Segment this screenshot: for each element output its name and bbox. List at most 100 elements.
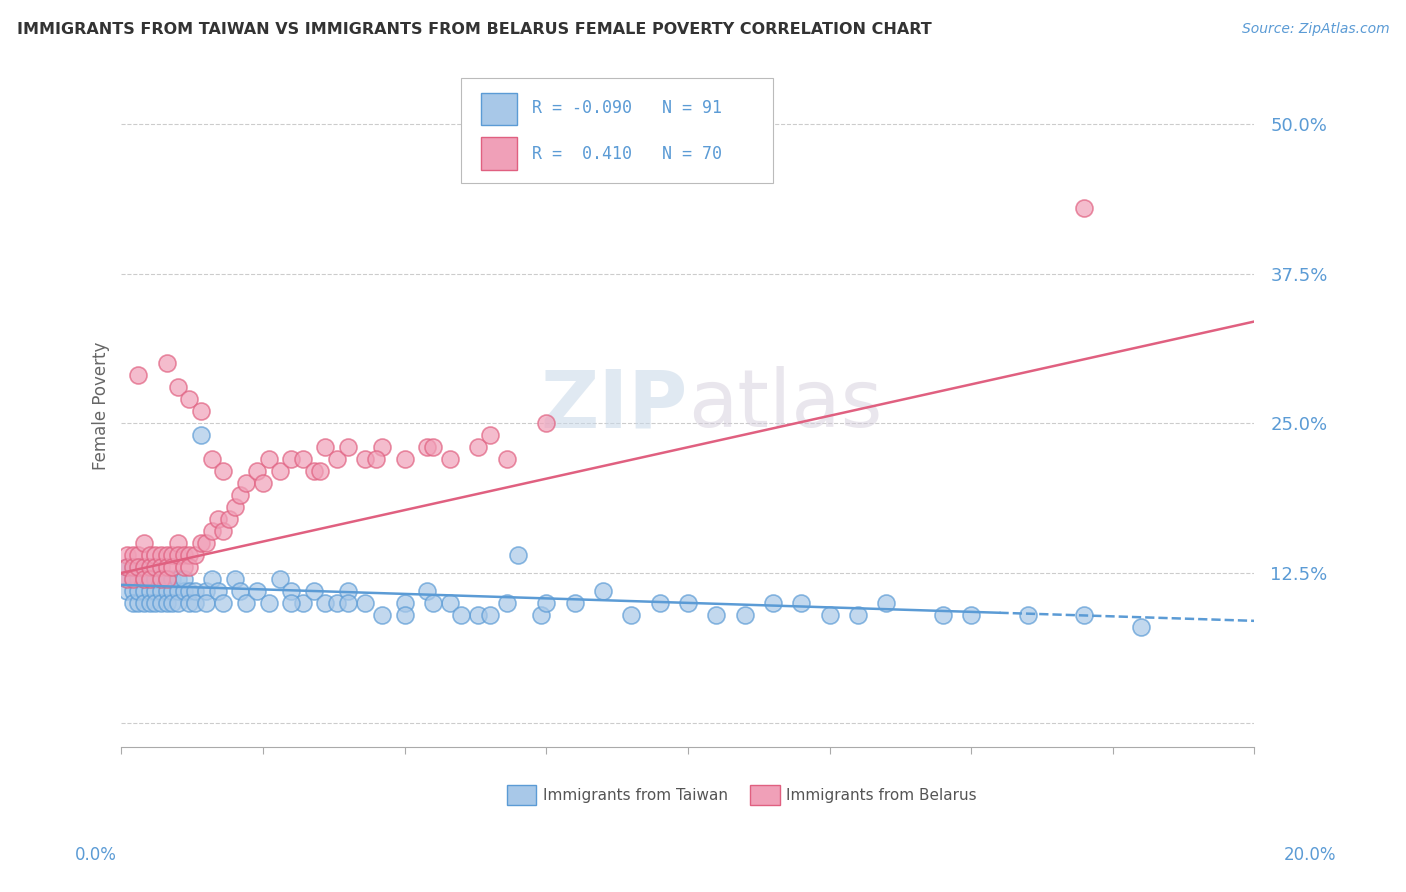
Point <box>132 572 155 586</box>
Point <box>1017 607 1039 622</box>
Point <box>467 607 489 622</box>
Point <box>564 596 586 610</box>
Point <box>156 572 179 586</box>
Point <box>179 583 201 598</box>
Point <box>394 596 416 610</box>
Point <box>302 464 325 478</box>
FancyBboxPatch shape <box>461 78 773 184</box>
Point <box>167 380 190 394</box>
Text: atlas: atlas <box>688 367 883 444</box>
Point <box>173 583 195 598</box>
Point <box>422 596 444 610</box>
Point <box>495 452 517 467</box>
Point <box>246 464 269 478</box>
Point <box>195 536 218 550</box>
Point <box>195 596 218 610</box>
Point <box>592 583 614 598</box>
Point <box>291 596 314 610</box>
Text: R = -0.090   N = 91: R = -0.090 N = 91 <box>531 99 721 118</box>
Point <box>150 583 173 598</box>
Point <box>167 536 190 550</box>
Point <box>762 596 785 610</box>
Point <box>1073 607 1095 622</box>
Point <box>132 596 155 610</box>
Point <box>422 440 444 454</box>
Point <box>167 596 190 610</box>
Point <box>167 583 190 598</box>
Point <box>450 607 472 622</box>
Point <box>201 452 224 467</box>
Point <box>536 596 558 610</box>
Point <box>790 596 813 610</box>
Point <box>495 596 517 610</box>
Point <box>115 572 138 586</box>
Point <box>229 583 252 598</box>
Point <box>308 464 330 478</box>
Point <box>139 572 162 586</box>
FancyBboxPatch shape <box>481 93 517 126</box>
Point <box>439 596 461 610</box>
Point <box>132 536 155 550</box>
Point <box>190 404 212 418</box>
Point <box>115 583 138 598</box>
Point <box>156 572 179 586</box>
Point <box>932 607 955 622</box>
Point <box>325 596 347 610</box>
Point <box>246 583 269 598</box>
Point <box>156 560 179 574</box>
Point <box>212 464 235 478</box>
Point <box>121 560 143 574</box>
Point <box>179 596 201 610</box>
Point <box>212 596 235 610</box>
Point <box>478 607 501 622</box>
Point <box>704 607 727 622</box>
Point <box>371 440 394 454</box>
Point <box>201 524 224 538</box>
Point <box>620 607 643 622</box>
Point <box>127 583 149 598</box>
Text: Immigrants from Taiwan: Immigrants from Taiwan <box>543 788 728 803</box>
Point <box>167 548 190 562</box>
Point <box>156 548 179 562</box>
Point <box>115 560 138 574</box>
Point <box>190 428 212 442</box>
Point <box>1130 620 1153 634</box>
Point <box>269 464 291 478</box>
Point <box>121 548 143 562</box>
Point <box>139 560 162 574</box>
Point <box>156 356 179 370</box>
Point <box>371 607 394 622</box>
Point <box>127 548 149 562</box>
Point <box>115 572 138 586</box>
Point <box>127 572 149 586</box>
Point <box>676 596 699 610</box>
Point <box>139 583 162 598</box>
Point <box>127 560 149 574</box>
Point <box>167 572 190 586</box>
Point <box>139 548 162 562</box>
Point <box>121 572 143 586</box>
Text: Source: ZipAtlas.com: Source: ZipAtlas.com <box>1241 22 1389 37</box>
Y-axis label: Female Poverty: Female Poverty <box>93 341 110 469</box>
Point <box>280 452 302 467</box>
Text: 20.0%: 20.0% <box>1284 846 1337 863</box>
Point <box>536 417 558 431</box>
Point <box>145 596 167 610</box>
Point <box>416 583 439 598</box>
FancyBboxPatch shape <box>481 137 517 169</box>
Point <box>337 583 360 598</box>
Point <box>173 560 195 574</box>
Point <box>478 428 501 442</box>
Point <box>337 440 360 454</box>
Point <box>162 572 184 586</box>
Point <box>325 452 347 467</box>
Point <box>150 560 173 574</box>
Point <box>115 548 138 562</box>
Point <box>875 596 897 610</box>
Point <box>184 548 207 562</box>
Point <box>145 583 167 598</box>
Point <box>280 596 302 610</box>
Point <box>139 560 162 574</box>
Point <box>150 572 173 586</box>
Point <box>179 392 201 407</box>
